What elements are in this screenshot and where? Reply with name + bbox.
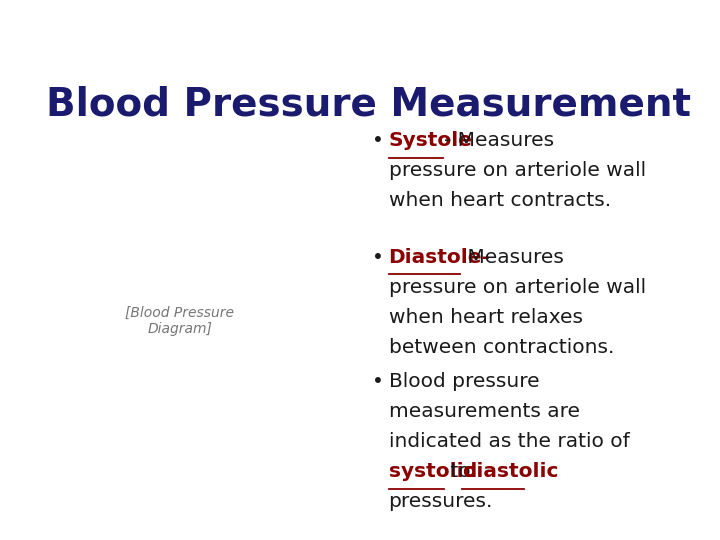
Text: pressure on arteriole wall: pressure on arteriole wall (389, 278, 646, 296)
Text: [Blood Pressure
Diagram]: [Blood Pressure Diagram] (125, 306, 235, 336)
Text: Systole: Systole (389, 131, 472, 150)
Text: pressures.: pressures. (389, 492, 493, 511)
Text: indicated as the ratio of: indicated as the ratio of (389, 433, 629, 451)
Text: Measures: Measures (461, 248, 564, 267)
Text: measurements are: measurements are (389, 402, 580, 421)
Text: Blood pressure: Blood pressure (389, 373, 539, 392)
Text: systolic: systolic (389, 462, 475, 481)
Text: when heart contracts.: when heart contracts. (389, 191, 611, 210)
Text: - Measures: - Measures (444, 131, 554, 150)
Text: to: to (444, 462, 477, 481)
Text: when heart relaxes: when heart relaxes (389, 308, 582, 327)
Text: •: • (372, 131, 384, 150)
Text: •: • (372, 373, 384, 392)
Text: pressure on arteriole wall: pressure on arteriole wall (389, 161, 646, 180)
Text: diastolic: diastolic (462, 462, 559, 481)
Text: between contractions.: between contractions. (389, 338, 614, 356)
Text: Blood Pressure Measurement: Blood Pressure Measurement (47, 85, 691, 124)
Text: Diastole-: Diastole- (389, 248, 490, 267)
Text: •: • (372, 248, 384, 267)
